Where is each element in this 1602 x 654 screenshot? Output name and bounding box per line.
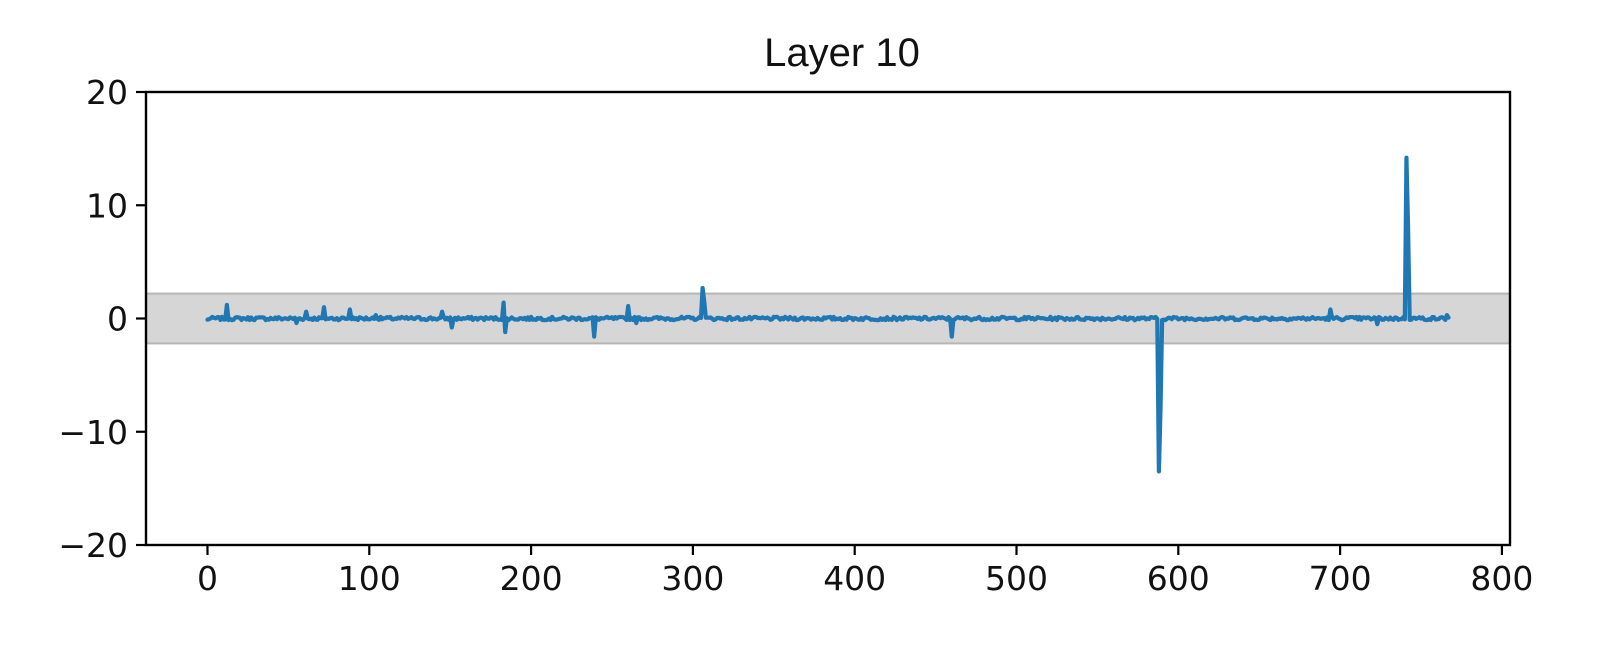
x-tick-label: 400 (823, 559, 886, 598)
series-line (205, 155, 1451, 474)
y-tick-label: 10 (86, 186, 128, 225)
y-tick-label: 0 (107, 300, 128, 339)
x-tick-label: 600 (1147, 559, 1210, 598)
x-tick-label: 300 (661, 559, 724, 598)
x-tick-label: 700 (1309, 559, 1372, 598)
series-layer (205, 155, 1451, 474)
x-axis: 0 100 200 300 400 500 600 700 800 (197, 545, 1533, 598)
y-tick-label: −20 (58, 526, 128, 565)
x-tick-label: 100 (338, 559, 401, 598)
y-tick-label: −10 (58, 413, 128, 452)
y-tick-label: 20 (86, 73, 128, 112)
x-tick-label: 200 (500, 559, 563, 598)
chart-title: Layer 10 (764, 31, 920, 75)
x-tick-label: 500 (985, 559, 1048, 598)
y-axis: 20 10 0 −10 −20 (58, 73, 146, 565)
x-tick-label: 800 (1470, 559, 1533, 598)
x-tick-label: 0 (197, 559, 218, 598)
